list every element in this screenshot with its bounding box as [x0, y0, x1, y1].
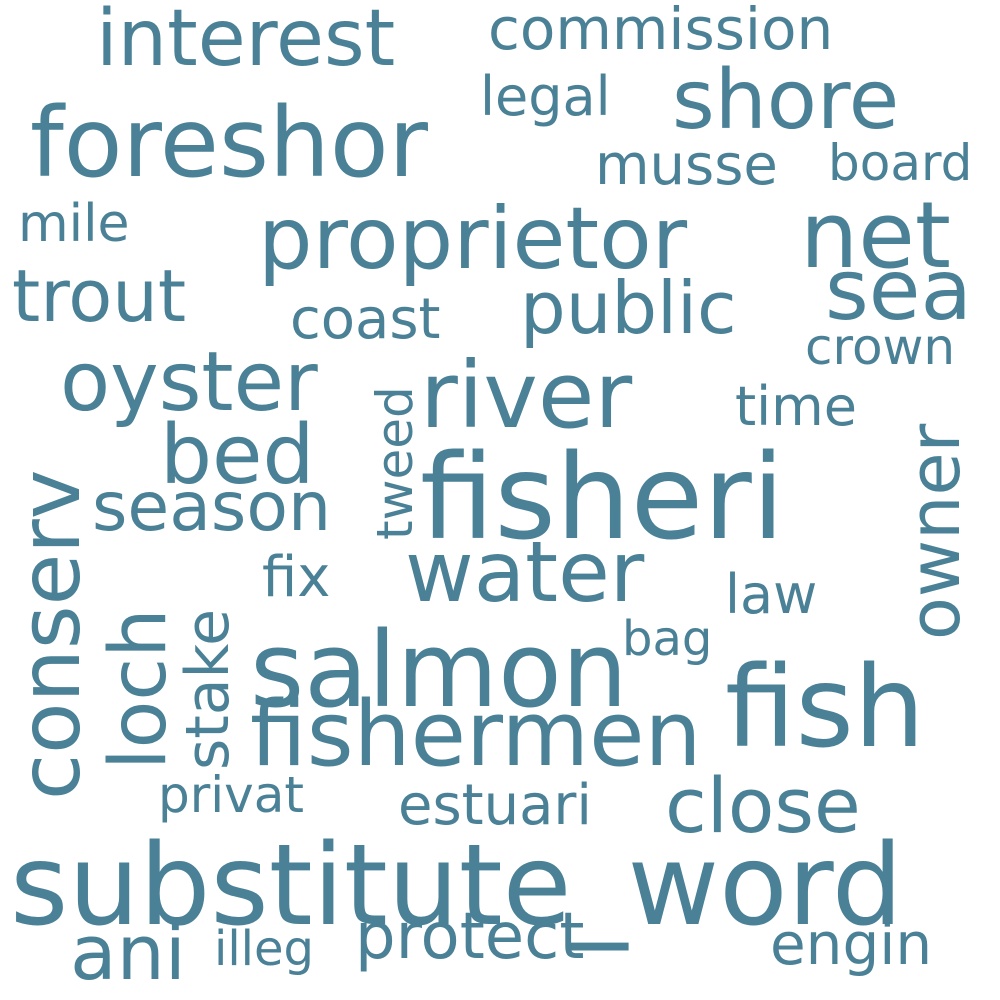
word-public: public [520, 266, 737, 350]
word-estuari: estuari [398, 773, 592, 838]
word-musse: musse [595, 133, 778, 198]
word-owner: owner [894, 423, 976, 640]
word-illeg: illeg [214, 921, 315, 977]
word-board: board [828, 134, 973, 192]
word-interest: interest [96, 0, 396, 84]
word-sea: sea [825, 241, 972, 339]
word-foreshor: foreshor [30, 87, 429, 199]
word-net: net [800, 182, 951, 289]
word-close: close [665, 761, 861, 850]
word-shore: shore [672, 53, 900, 148]
word-proprietor: proprietor [258, 189, 688, 289]
word-fisheri: fisheri [420, 428, 785, 566]
word-protect: protect [355, 900, 585, 974]
word-time: time [735, 375, 858, 438]
word-crown: crown [805, 318, 956, 376]
word-substitute-word: substitute_word [10, 821, 903, 951]
word-river: river [420, 342, 633, 449]
word-trout: trout [12, 254, 187, 338]
word-ani: ani [70, 908, 186, 997]
word-mile: mile [18, 194, 130, 254]
word-legal: legal [480, 65, 611, 128]
word-season: season [92, 468, 332, 547]
word-stake: stake [173, 608, 243, 770]
word-fishermen: fishermen [250, 682, 702, 787]
word-salmon: salmon [250, 609, 628, 731]
word-tweed: tweed [366, 386, 424, 540]
word-conserv: conserv [1, 469, 99, 800]
word-privat: privat [158, 766, 305, 824]
word-commission: commission [488, 0, 834, 63]
word-water: water [405, 523, 645, 621]
word-engin: engin [770, 910, 933, 978]
word-bag: bag [622, 611, 713, 667]
word-oyster: oyster [60, 335, 318, 430]
word-fish: fish [725, 643, 925, 773]
word-loch: loch [94, 608, 184, 770]
word-bed: bed [160, 408, 315, 503]
word-law: law [725, 563, 818, 626]
word-coast: coast [290, 287, 441, 352]
word-fix: fix [262, 545, 331, 610]
